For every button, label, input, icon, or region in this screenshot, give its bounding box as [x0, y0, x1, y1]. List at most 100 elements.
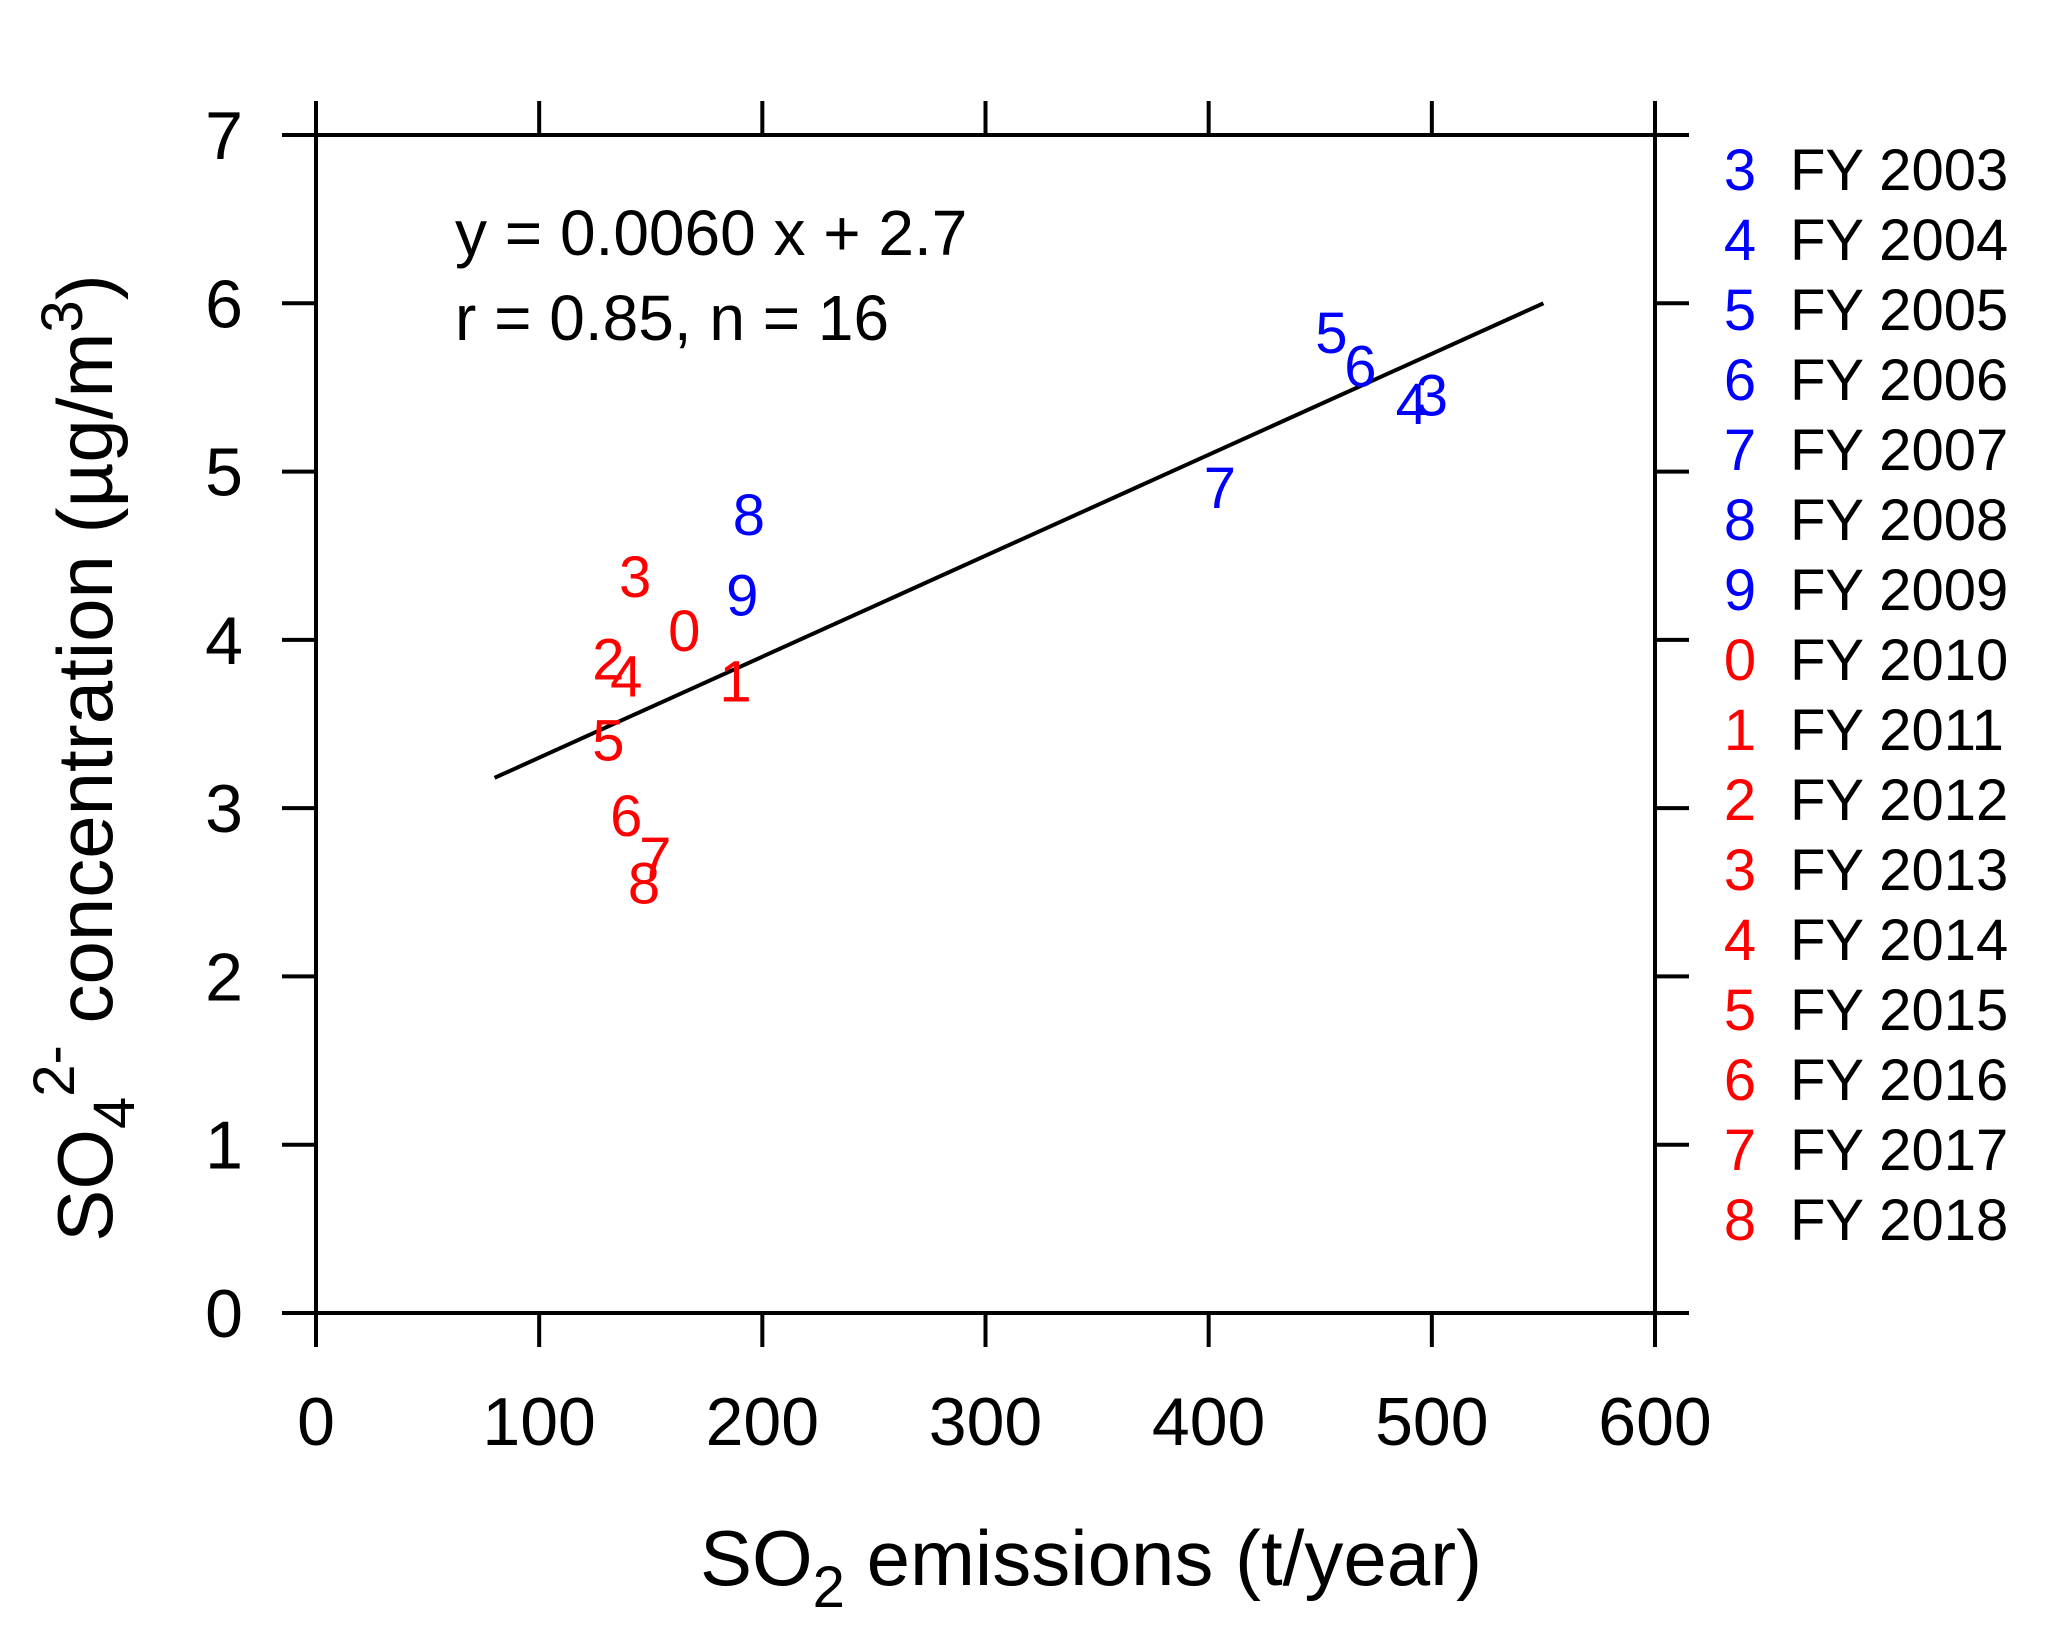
y-tick-label: 5	[205, 435, 243, 511]
legend-number: 8	[1724, 488, 1756, 553]
x-axis-label-rest: emissions (t/year)	[845, 1514, 1482, 1602]
legend-number: 3	[1724, 838, 1756, 903]
legend-number: 5	[1724, 278, 1756, 343]
y-axis-label-superscript: 2-	[22, 1045, 87, 1097]
data-point-fy-2007: 7	[1204, 456, 1236, 521]
legend-item: 1 FY 2011	[1724, 698, 2004, 763]
data-point-fy-2012: 2	[592, 628, 624, 693]
legend-label: FY 2016	[1790, 1048, 2008, 1113]
legend-item: 6 FY 2016	[1724, 1048, 2008, 1113]
y-tick-label: 7	[205, 98, 243, 174]
x-tick-label: 400	[1152, 1384, 1265, 1460]
legend-item: 6 FY 2006	[1724, 348, 2008, 413]
legend-item: 7 FY 2007	[1724, 418, 2008, 483]
correlation-stats: r = 0.85, n = 16	[455, 282, 889, 354]
y-tick-label: 0	[205, 1276, 243, 1352]
x-tick-label: 100	[482, 1384, 595, 1460]
data-point-fy-2011: 1	[719, 649, 751, 714]
axis-ticks	[282, 101, 1689, 1347]
data-point-fy-2009: 9	[726, 564, 758, 629]
legend-label: FY 2015	[1790, 978, 2008, 1043]
y-axis-label-rest: concentration (µg/m	[41, 333, 129, 1046]
data-point-fy-2018: 8	[628, 851, 660, 916]
y-axis-label-end: )	[41, 274, 129, 300]
legend-number: 8	[1724, 1188, 1756, 1253]
x-tick-label: 300	[929, 1384, 1042, 1460]
y-axis-label-unit-superscript: 3	[30, 300, 95, 332]
y-tick-label: 2	[205, 939, 243, 1015]
data-point-fy-2013: 3	[619, 545, 651, 610]
legend-label: FY 2007	[1790, 418, 2008, 483]
legend-label: FY 2005	[1790, 278, 2008, 343]
regression-equation: y = 0.0060 x + 2.7	[455, 197, 967, 269]
data-point-fy-2006: 6	[1344, 335, 1376, 400]
y-tick-label: 1	[205, 1108, 243, 1184]
legend-label: FY 2003	[1790, 138, 2008, 203]
legend-number: 5	[1724, 978, 1756, 1043]
legend-item: 8 FY 2008	[1724, 488, 2008, 553]
legend-number: 6	[1724, 1048, 1756, 1113]
x-tick-label: 500	[1375, 1384, 1488, 1460]
data-point-fy-2004: 4	[1396, 372, 1428, 437]
legend-number: 2	[1724, 768, 1756, 833]
legend-number: 0	[1724, 628, 1756, 693]
x-tick-label: 200	[706, 1384, 819, 1460]
legend-label: FY 2014	[1790, 908, 2008, 973]
legend-number: 6	[1724, 348, 1756, 413]
legend-number: 1	[1724, 698, 1756, 763]
x-axis-label-subscript: 2	[813, 1555, 845, 1620]
data-point-fy-2003: 3	[1416, 363, 1448, 428]
data-point-fy-2008: 8	[733, 483, 765, 548]
data-point-fy-2017: 7	[639, 826, 671, 891]
data-point-fy-2014: 4	[610, 644, 642, 709]
legend-item: 3 FY 2003	[1724, 138, 2008, 203]
legend: 3 FY 2003 4 FY 2004 5 FY 2005 6 FY 2006 7 FY 2007…	[1724, 138, 2008, 1253]
legend-number: 7	[1724, 418, 1756, 483]
y-tick-label: 4	[205, 603, 243, 679]
legend-item: 9 FY 2009	[1724, 558, 2008, 623]
data-point-fy-2010: 0	[668, 599, 700, 664]
legend-label: FY 2017	[1790, 1118, 2008, 1183]
legend-item: 5 FY 2015	[1724, 978, 2008, 1043]
legend-item: 3 FY 2013	[1724, 838, 2008, 903]
x-axis-label-main: SO	[700, 1514, 813, 1602]
legend-label: FY 2004	[1790, 208, 2008, 273]
plot-frame	[314, 133, 1657, 1315]
x-tick-label: 0	[297, 1384, 335, 1460]
data-point-fy-2015: 5	[592, 708, 624, 773]
legend-label: FY 2010	[1790, 628, 2008, 693]
legend-number: 9	[1724, 558, 1756, 623]
legend-item: 7 FY 2017	[1724, 1118, 2008, 1183]
data-point-fy-2005: 5	[1315, 301, 1347, 366]
legend-label: FY 2018	[1790, 1188, 2008, 1253]
legend-item: 5 FY 2005	[1724, 278, 2008, 343]
legend-item: 2 FY 2012	[1724, 768, 2008, 833]
legend-number: 4	[1724, 908, 1756, 973]
regression-annotation: y = 0.0060 x + 2.7 r = 0.85, n = 16	[455, 197, 967, 354]
legend-label: FY 2008	[1790, 488, 2008, 553]
legend-label: FY 2012	[1790, 768, 2008, 833]
legend-label: FY 2006	[1790, 348, 2008, 413]
x-axis-label: SO2 emissions (t/year)	[700, 1514, 1482, 1620]
legend-number: 3	[1724, 138, 1756, 203]
y-axis-label-subscript: 4	[82, 1097, 147, 1129]
legend-item: 4 FY 2004	[1724, 208, 2008, 273]
regression-line	[493, 301, 1545, 780]
legend-number: 7	[1724, 1118, 1756, 1183]
legend-item: 0 FY 2010	[1724, 628, 2008, 693]
legend-label: FY 2013	[1790, 838, 2008, 903]
y-axis-label-main: SO	[41, 1129, 129, 1242]
legend-label: FY 2009	[1790, 558, 2008, 623]
y-tick-label: 6	[205, 266, 243, 342]
legend-item: 4 FY 2014	[1724, 908, 2008, 973]
legend-item: 8 FY 2018	[1724, 1188, 2008, 1253]
legend-number: 4	[1724, 208, 1756, 273]
x-tick-label: 600	[1598, 1384, 1711, 1460]
legend-label: FY 2011	[1790, 698, 2004, 763]
y-tick-label: 3	[205, 771, 243, 847]
y-axis-label: SO42- concentration (µg/m3)	[22, 274, 147, 1241]
